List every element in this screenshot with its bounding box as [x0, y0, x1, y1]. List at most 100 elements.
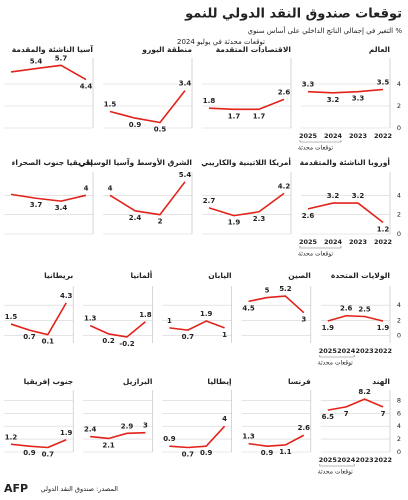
value-label: 2.6	[340, 305, 353, 313]
y-tick-label: 6	[397, 409, 401, 417]
x-tick-label: 2025	[319, 347, 338, 355]
value-label: 1.9	[322, 324, 335, 332]
value-label: 5.2	[279, 285, 292, 293]
panel-title: الشرق الأوسط وآسيا الوسطى	[79, 157, 192, 167]
forecast-bracket	[319, 464, 355, 467]
x-tick-label: 2024	[324, 238, 343, 246]
growth-line	[208, 192, 285, 217]
growth-line	[208, 98, 285, 111]
value-label: 5.4	[179, 171, 192, 179]
value-label: 1.9	[200, 310, 213, 318]
value-label: 0.9	[129, 121, 142, 129]
title: توقعات صندوق النقد الدولي للنمو	[184, 7, 402, 22]
forecast-note: توقعات محدثة	[298, 251, 333, 258]
growth-line	[327, 314, 384, 322]
source: المصدر: صندوق النقد الدولي	[41, 485, 119, 493]
x-tick-label: 2024	[337, 347, 356, 355]
value-label: 4.4	[80, 83, 93, 91]
value-label: 0.7	[182, 450, 195, 458]
value-label: 0.9	[23, 449, 36, 457]
panel-title: العالم	[369, 45, 390, 54]
forecast-note: توقعات محدثة	[298, 145, 333, 152]
growth-line	[248, 295, 305, 314]
value-label: 1.9	[60, 429, 73, 437]
value-label: 5.4	[30, 58, 43, 66]
growth-line	[10, 302, 67, 336]
panel-title: الهند	[372, 377, 390, 386]
y-tick-label: 2	[397, 435, 401, 443]
panel-title: جنوب إفريقيا	[24, 377, 74, 386]
value-label: 3.4	[179, 80, 192, 88]
x-tick-label: 2024	[324, 132, 343, 140]
value-label: 1.7	[228, 112, 241, 120]
value-label: 0.2	[102, 337, 115, 345]
forecast-note: توقعات محدثة	[318, 469, 353, 476]
forecast-bracket	[299, 140, 342, 143]
growth-line	[169, 320, 225, 331]
x-tick-label: 2025	[299, 132, 318, 140]
panel-title: الولايات المتحدة	[331, 271, 390, 280]
y-tick-label: 8	[397, 396, 401, 404]
panel-title: آسيا الناشئة والمقدمة	[12, 44, 94, 54]
panel-title: الاقتصادات المتقدمة	[216, 45, 291, 54]
growth-line	[307, 202, 384, 224]
value-label: 3	[301, 316, 306, 324]
value-label: 4	[222, 415, 227, 423]
y-tick-label: 4	[397, 191, 401, 199]
value-label: 3.4	[55, 204, 68, 212]
panel-title: بريطانيا	[44, 271, 73, 280]
value-label: 4.5	[242, 304, 255, 312]
y-tick-label: 2	[397, 316, 401, 324]
growth-line	[327, 398, 384, 411]
x-tick-label: 2024	[337, 456, 356, 464]
x-tick-label: 2023	[349, 238, 367, 246]
value-label: 1	[167, 317, 172, 325]
growth-line	[307, 88, 384, 94]
value-label: 1.2	[377, 225, 390, 233]
value-label: 2.1	[102, 441, 115, 449]
logo: AFP	[4, 482, 28, 495]
panel-title: اليابان	[208, 271, 231, 280]
x-tick-label: 2022	[374, 456, 392, 464]
value-label: 1.3	[84, 315, 97, 323]
y-tick-label: 4	[397, 80, 401, 88]
value-label: 5.7	[55, 54, 68, 62]
value-label: 4.2	[278, 182, 291, 190]
forecast-bracket	[299, 246, 342, 249]
value-label: 5	[265, 287, 270, 295]
y-tick-label: 2	[397, 211, 401, 219]
value-label: 4.3	[60, 292, 73, 300]
panel-title: إيطاليا	[207, 377, 231, 386]
value-label: 1.9	[377, 324, 390, 332]
growth-line	[109, 181, 186, 216]
value-label: 4	[108, 184, 113, 192]
y-tick-label: 4	[397, 301, 401, 309]
x-tick-label: 2022	[374, 347, 392, 355]
value-label: 7	[344, 410, 349, 418]
value-label: 2.6	[302, 212, 315, 220]
growth-line	[248, 434, 305, 448]
update-note: توقعات محدثة في يوليو 2024	[177, 38, 265, 46]
panel-title: منطقة اليورو	[141, 45, 192, 54]
y-tick-label: 4	[397, 422, 401, 430]
growth-line	[10, 439, 67, 449]
panel-title: البرازيل	[123, 377, 153, 386]
value-label: 0.9	[261, 449, 274, 457]
x-tick-label: 2023	[356, 347, 374, 355]
value-label: 2.7	[203, 197, 216, 205]
value-label: 0.9	[163, 435, 176, 443]
value-label: 3.2	[327, 96, 340, 104]
x-tick-label: 2022	[374, 238, 392, 246]
value-label: 3	[143, 422, 148, 430]
value-label: 2.4	[129, 214, 142, 222]
value-label: 6.5	[322, 413, 335, 421]
value-label: 1.5	[5, 313, 18, 321]
value-label: 3.2	[327, 192, 340, 200]
value-label: 7	[381, 410, 386, 418]
value-label: 1.7	[253, 112, 266, 120]
value-label: 2.9	[121, 422, 134, 430]
panel-title: أمريكا اللاتينية والكاريبي	[201, 157, 291, 167]
y-tick-label: 0	[397, 230, 401, 238]
growth-line	[109, 90, 186, 124]
